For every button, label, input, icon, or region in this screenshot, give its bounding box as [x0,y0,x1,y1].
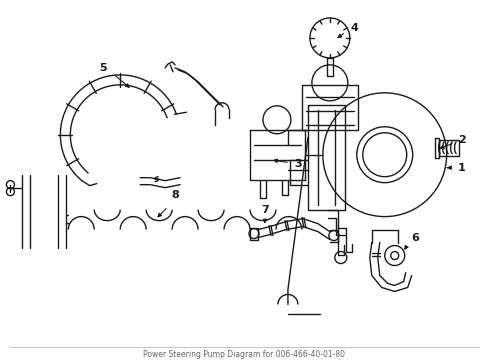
Text: 6: 6 [410,233,418,243]
Text: 1: 1 [457,163,465,173]
Text: 4: 4 [350,23,358,33]
Text: 8: 8 [171,190,179,200]
Text: 5: 5 [99,63,107,73]
Text: 3: 3 [293,159,301,169]
Text: Power Steering Pump Diagram for 006-466-40-01-80: Power Steering Pump Diagram for 006-466-… [142,350,345,359]
Text: 2: 2 [457,135,465,145]
Text: 7: 7 [261,204,268,215]
